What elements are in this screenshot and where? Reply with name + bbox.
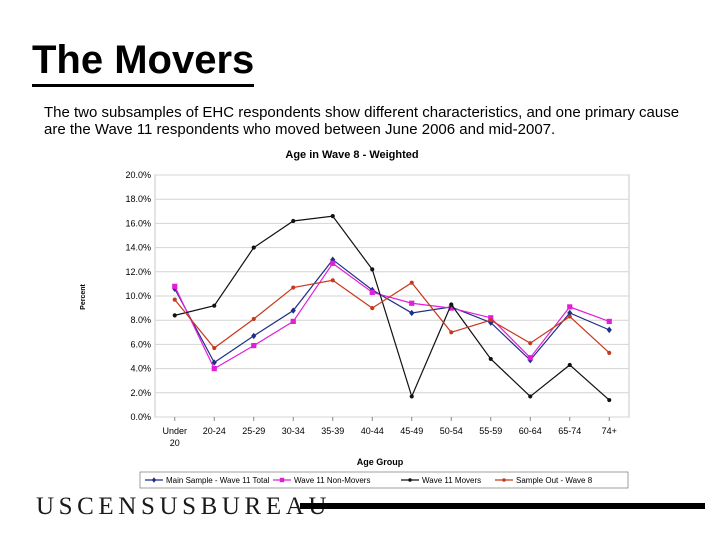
y-tick-label: 4.0%: [130, 364, 151, 374]
y-tick-label: 16.0%: [125, 218, 151, 228]
data-point: [409, 394, 414, 399]
data-point: [488, 315, 494, 321]
chart-title: Age in Wave 8 - Weighted: [285, 149, 418, 161]
x-tick-label: 60-64: [519, 426, 542, 436]
data-point: [607, 397, 612, 403]
data-point: [370, 267, 375, 272]
x-tick-label: 20-24: [203, 426, 226, 436]
line-chart: Age in Wave 8 - Weighted 0.0% 2.0% 4.0% 6.0…: [80, 149, 630, 489]
legend-box: [139, 471, 629, 489]
data-point: [488, 356, 493, 362]
data-point: [488, 318, 493, 323]
data-point: [528, 341, 533, 346]
data-point: [567, 314, 572, 319]
data-point: [409, 309, 415, 317]
x-tick-label: 30-34: [282, 426, 305, 436]
data-point: [528, 394, 533, 399]
data-point: [448, 305, 454, 311]
data-point: [172, 297, 177, 302]
slide-subtitle: The two subsamples of EHC respondents sh…: [44, 104, 680, 138]
series-sample-out-wave-8: [172, 278, 612, 355]
x-tick-label: Under 20: [162, 426, 187, 448]
data-point: [567, 309, 573, 317]
x-axis-label: Age Group: [357, 457, 404, 467]
data-point: [251, 343, 257, 349]
y-tick-label: 20.0%: [125, 170, 151, 180]
y-tick-label: 0.0%: [130, 412, 151, 422]
data-point: [251, 245, 256, 250]
y-tick-label: 2.0%: [130, 388, 151, 398]
series-line: [174, 262, 610, 370]
y-tick-label: 12.0%: [125, 267, 151, 277]
data-point: [330, 214, 335, 219]
series-wave-11-non-movers: [172, 260, 612, 372]
data-point: [212, 303, 217, 308]
y-tick-label: 18.0%: [125, 194, 151, 204]
y-tick-label: 14.0%: [125, 243, 151, 253]
y-axis-ticks: 0.0% 2.0% 4.0% 6.0% 8.0% 10.0% 12.0% 14.0% 16.0%…: [125, 170, 151, 422]
data-point: [567, 362, 572, 368]
x-tick-label: 25-29: [242, 426, 265, 436]
legend: Main Sample - Wave 11 Total Wave 11 Non-M…: [139, 471, 629, 489]
data-point: [291, 285, 296, 290]
x-tick-label: 74+: [602, 426, 617, 436]
data-point: [369, 289, 375, 295]
data-point: [151, 477, 157, 483]
legend-item: Wave 11 Movers: [401, 476, 481, 485]
series-lines: [172, 214, 612, 403]
x-axis-ticks: Under 20 20-24 25-29 30-34 35-39 40-44 45-49 50-…: [162, 417, 617, 448]
data-point: [449, 302, 454, 307]
x-tick-label: 55-59: [479, 426, 502, 436]
x-tick-label: 65-74: [558, 426, 581, 436]
data-point: [212, 345, 217, 351]
data-point: [330, 260, 336, 266]
data-point: [567, 304, 573, 310]
data-point: [527, 355, 533, 361]
data-point: [409, 300, 415, 306]
data-point: [172, 283, 178, 289]
data-point: [290, 307, 296, 314]
data-point: [607, 350, 612, 355]
data-point: [370, 306, 375, 311]
data-point: [290, 318, 296, 325]
data-point: [409, 280, 414, 285]
data-point: [172, 313, 177, 318]
legend-label: Wave 11 Non-Movers: [294, 476, 370, 485]
data-point: [449, 330, 454, 335]
data-point: [606, 326, 612, 334]
series-wave-11-movers: [172, 214, 612, 403]
legend-item: Wave 11 Non-Movers: [273, 476, 370, 485]
data-point: [279, 477, 285, 483]
census-bureau-logo: USCENSUSBUREAU: [36, 493, 332, 520]
x-tick-label: 35-39: [321, 426, 344, 436]
data-point: [330, 278, 335, 283]
y-tick-label: 10.0%: [125, 291, 151, 301]
series-line: [174, 258, 610, 364]
legend-item: Sample Out - Wave 8: [495, 476, 593, 485]
data-point: [291, 218, 296, 224]
legend-item: Main Sample - Wave 11 Total: [145, 476, 270, 485]
x-tick-label: 45-49: [400, 426, 423, 436]
slide-title: The Movers: [32, 40, 255, 87]
x-tick-label: 50-54: [440, 426, 463, 436]
y-tick-label: 8.0%: [130, 315, 151, 325]
legend-label: Wave 11 Movers: [422, 476, 481, 485]
series-line: [174, 279, 610, 354]
data-point: [408, 478, 412, 482]
data-point: [211, 366, 217, 372]
data-point: [606, 318, 612, 325]
series-line: [174, 215, 610, 401]
footer-rule: [300, 503, 705, 509]
x-tick-label: 40-44: [361, 426, 384, 436]
legend-label: Main Sample - Wave 11 Total: [166, 476, 270, 485]
data-point: [251, 316, 256, 322]
data-point: [251, 332, 257, 340]
data-point: [211, 359, 217, 366]
data-point: [502, 478, 506, 482]
legend-label: Sample Out - Wave 8: [516, 476, 593, 485]
y-tick-label: 6.0%: [130, 339, 151, 349]
y-axis-label: Percent: [80, 283, 87, 309]
